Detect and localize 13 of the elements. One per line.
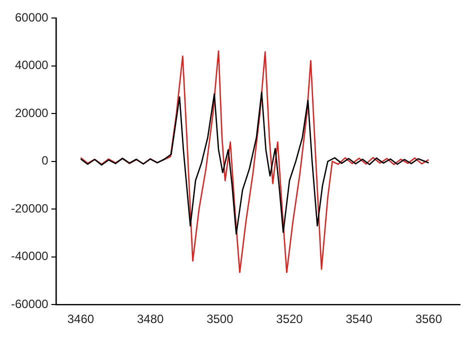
- x-tick-label: 3480: [136, 312, 164, 326]
- y-tick-label: -20000: [10, 201, 49, 216]
- y-tick-label: 60000: [14, 10, 49, 25]
- x-tick-label: 3560: [415, 312, 442, 326]
- y-tick-label: 0: [42, 154, 49, 168]
- x-tick-label: 3460: [67, 312, 94, 326]
- y-tick-label: -60000: [10, 296, 49, 311]
- x-tick-label: 3520: [276, 312, 304, 326]
- y-tick-label: 40000: [14, 58, 49, 72]
- x-tick-label: 3540: [346, 312, 373, 326]
- y-tick-label: 20000: [14, 106, 49, 120]
- x-tick-label: 3500: [206, 312, 234, 326]
- y-tick-label: -40000: [10, 249, 49, 264]
